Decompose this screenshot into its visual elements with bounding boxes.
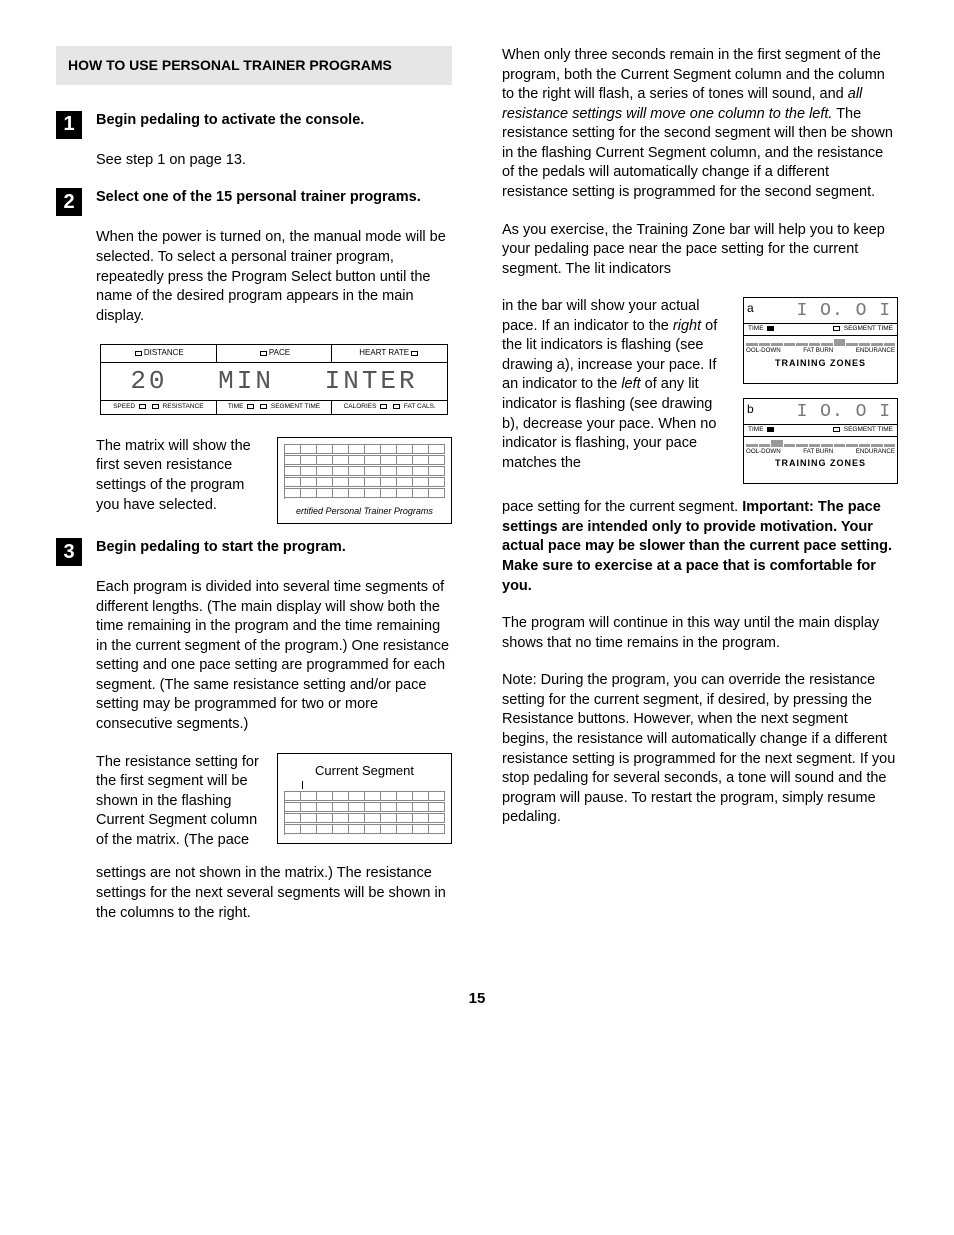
matrix-text: The matrix will show the first seven res… bbox=[96, 437, 263, 515]
lcd-top-heartrate: HEART RATE bbox=[332, 345, 447, 362]
lcd-readout: 20 MIN INTER bbox=[101, 363, 447, 400]
step-2-title: Select one of the 15 personal trainer pr… bbox=[96, 188, 421, 208]
col2-para2-side: in the bar will show your actual pace. I… bbox=[502, 297, 729, 473]
page-number: 15 bbox=[56, 989, 898, 1009]
lcd-bot-3: CALORIES FAT CALS. bbox=[332, 401, 447, 414]
zone-b-readout: I O. O I bbox=[744, 399, 897, 425]
lcd-bot-2: TIME SEGMENT TIME bbox=[217, 401, 333, 414]
step-1-title: Begin pedaling to activate the console. bbox=[96, 111, 364, 131]
col2-para3: pace setting for the current segment. Im… bbox=[502, 498, 898, 596]
step-2-body: When the power is turned on, the manual … bbox=[96, 228, 452, 326]
step-1: 1 Begin pedaling to activate the console… bbox=[56, 111, 452, 139]
col2-para1: When only three seconds remain in the fi… bbox=[502, 46, 898, 203]
col2-para4: The program will continue in this way un… bbox=[502, 614, 898, 653]
step-3-number: 3 bbox=[56, 538, 82, 566]
current-segment-label: Current Segment bbox=[284, 762, 445, 780]
step-1-number: 1 bbox=[56, 111, 82, 139]
lcd-bot-1: SPEED RESISTANCE bbox=[101, 401, 217, 414]
resistance-setting-cont: settings are not shown in the matrix.) T… bbox=[96, 864, 452, 923]
training-zone-a: a I O. O I TIME SEGMENT TIME OOL-DOWNFAT… bbox=[743, 297, 898, 384]
training-zone-b: b I O. O I TIME SEGMENT TIME OOL-DOWNFAT… bbox=[743, 398, 898, 485]
step-3-title: Begin pedaling to start the program. bbox=[96, 538, 346, 558]
current-segment-figure: Current Segment bbox=[277, 753, 452, 845]
zone-tag-a: a bbox=[747, 300, 754, 316]
lcd-display: DISTANCE PACE HEART RATE 20 MIN INTER SP… bbox=[100, 344, 448, 415]
section-header: HOW TO USE PERSONAL TRAINER PROGRAMS bbox=[56, 46, 452, 85]
lcd-top-distance: DISTANCE bbox=[101, 345, 217, 362]
lcd-top-pace: PACE bbox=[217, 345, 333, 362]
step-3: 3 Begin pedaling to start the program. bbox=[56, 538, 452, 566]
col2-para5: Note: During the program, you can overri… bbox=[502, 671, 898, 828]
col2-para2-intro: As you exercise, the Training Zone bar w… bbox=[502, 221, 898, 280]
zone-a-readout: I O. O I bbox=[744, 298, 897, 324]
matrix-figure: ertified Personal Trainer Programs bbox=[277, 437, 452, 524]
resistance-setting-text: The resistance setting for the first seg… bbox=[96, 753, 263, 851]
matrix-caption: ertified Personal Trainer Programs bbox=[284, 505, 445, 517]
step-1-body: See step 1 on page 13. bbox=[96, 151, 452, 171]
step-2: 2 Select one of the 15 personal trainer … bbox=[56, 188, 452, 216]
step-3-para-a: Each program is divided into several tim… bbox=[96, 578, 452, 735]
zone-tag-b: b bbox=[747, 401, 754, 417]
step-2-number: 2 bbox=[56, 188, 82, 216]
